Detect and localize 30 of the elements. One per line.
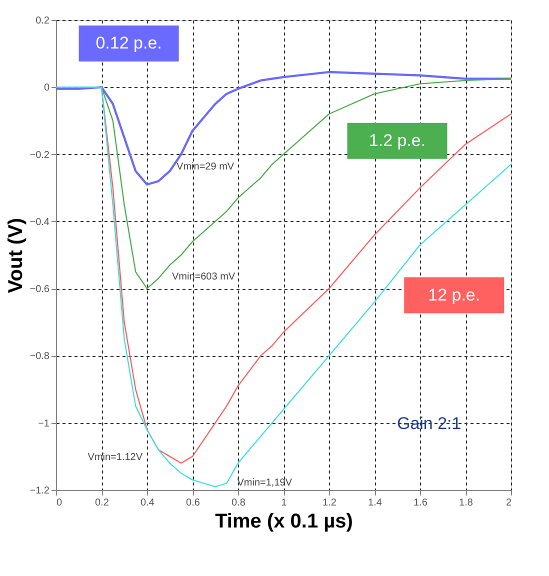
y-tick-label: 0 xyxy=(44,82,50,94)
series-label: 1.2 p.e. xyxy=(368,130,426,150)
x-tick-label: 0.2 xyxy=(95,498,110,508)
annotation: Gain 2:1 xyxy=(396,414,462,434)
x-tick-label: 1.6 xyxy=(414,498,428,508)
x-axis-title: Time (x 0.1 µs) xyxy=(215,510,353,532)
y-tick-label: −0.8 xyxy=(30,351,50,362)
line-series xyxy=(54,70,512,186)
annotation: Vmin=1.12V xyxy=(88,452,143,464)
x-tick-label: 1.2 xyxy=(322,498,337,508)
text: 0.12 p.e. xyxy=(96,34,162,52)
x-tick-label: 1 xyxy=(281,498,288,508)
annotation: Vmin=1,19V xyxy=(237,478,292,489)
annotation: Vmin=29 mV xyxy=(176,162,234,172)
annotation: Vmin=603 mV xyxy=(172,272,236,283)
x-tick-label: 1.4 xyxy=(368,498,382,508)
x-tick-label: 0.6 xyxy=(186,498,200,508)
x-tick-label: 0 xyxy=(56,498,62,508)
y-tick-label: −0.2 xyxy=(30,150,50,161)
text: 12 p.e. xyxy=(428,285,480,304)
y-axis-title: Vout (V) xyxy=(4,218,27,294)
x-tick-label: 0.8 xyxy=(232,498,246,508)
y-tick-label: −1.2 xyxy=(30,486,50,496)
x-tick-label: 0.4 xyxy=(140,498,155,508)
y-tick-label: 0.2 xyxy=(36,16,50,26)
x-tick-label: 2 xyxy=(506,498,512,508)
x-tick-label: 1.8 xyxy=(459,498,474,508)
y-tick-label: −0.4 xyxy=(30,216,50,228)
y-tick-label: −0.6 xyxy=(30,284,50,296)
y-tick-label: −1 xyxy=(38,418,50,430)
